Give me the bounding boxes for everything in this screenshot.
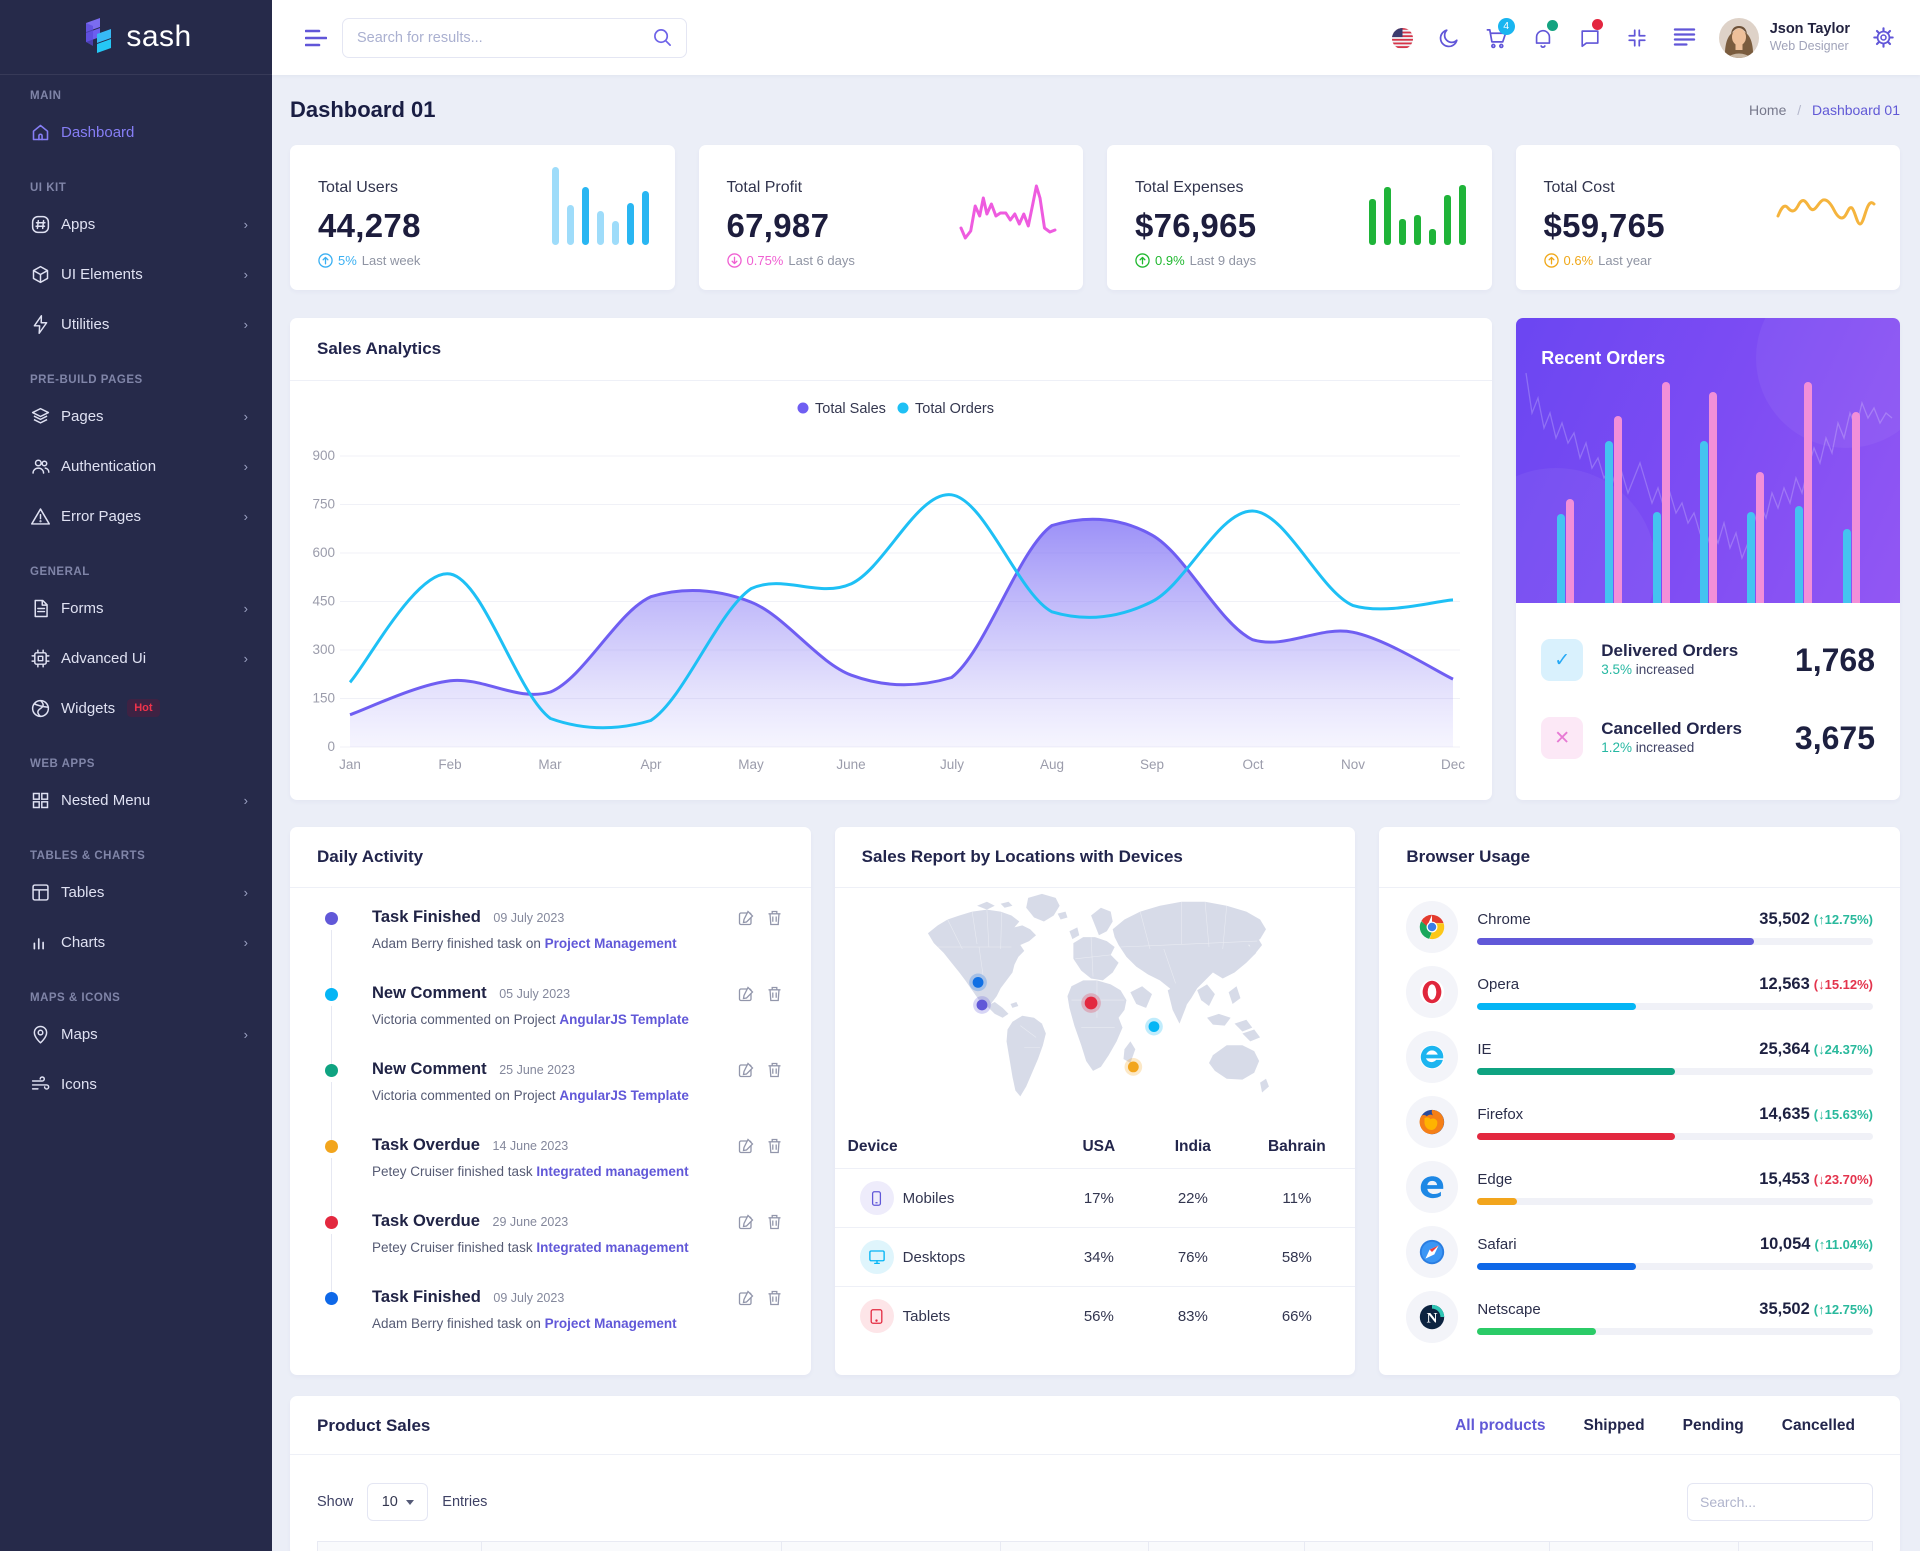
svg-text:900: 900: [312, 448, 335, 463]
svg-text:Jan: Jan: [339, 757, 361, 772]
svg-text:450: 450: [312, 594, 335, 609]
svg-text:750: 750: [312, 497, 335, 512]
svg-text:150: 150: [312, 691, 335, 706]
svg-text:July: July: [940, 757, 964, 772]
svg-text:N: N: [1427, 1311, 1438, 1327]
svg-text:Oct: Oct: [1242, 757, 1263, 772]
svg-text:0: 0: [327, 739, 335, 754]
svg-text:May: May: [738, 757, 764, 772]
svg-text:Feb: Feb: [438, 757, 461, 772]
svg-text:Total Sales: Total Sales: [815, 401, 886, 417]
svg-text:Mar: Mar: [538, 757, 562, 772]
svg-text:Total Orders: Total Orders: [915, 401, 994, 417]
svg-text:Apr: Apr: [640, 757, 662, 772]
svg-text:300: 300: [312, 642, 335, 657]
svg-text:Aug: Aug: [1040, 757, 1064, 772]
svg-text:600: 600: [312, 545, 335, 560]
svg-text:Sep: Sep: [1140, 757, 1164, 772]
svg-text:June: June: [836, 757, 865, 772]
svg-text:Nov: Nov: [1341, 757, 1365, 772]
svg-text:Dec: Dec: [1441, 757, 1465, 772]
